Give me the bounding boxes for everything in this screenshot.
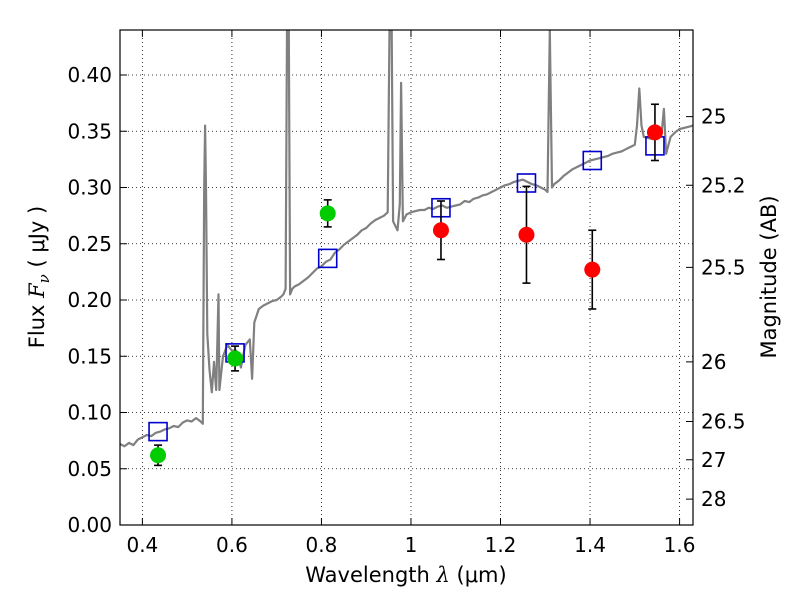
y2-tick-label: 26	[701, 350, 726, 374]
y2-tick-label: 25.5	[701, 255, 746, 279]
grid	[120, 30, 693, 526]
observed-flux-point	[584, 261, 601, 278]
plot-frame	[119, 29, 694, 526]
y2-tick-label: 28	[701, 487, 726, 511]
y-tick-label: 0.00	[67, 513, 112, 537]
model-photometry-marker	[148, 421, 168, 442]
x-tick-label: 1.6	[664, 533, 696, 557]
observed-flux-point	[227, 350, 244, 367]
y-tick-label: 0.05	[67, 457, 112, 481]
y2-tick-label: 25.2	[701, 173, 746, 197]
model-photometry-marker	[317, 248, 338, 269]
x-tick-label: 0.4	[126, 533, 158, 557]
y-tick-label: 0.30	[67, 176, 112, 200]
y-tick-label: 0.10	[67, 401, 112, 425]
x-tick-label: 1	[405, 533, 418, 557]
observed-flux-point	[319, 205, 336, 222]
axis-ticks: 0.4 0.6 0.8 1 1.2 1.4 1.6 0.00 0.05 0.10 0.15 0.20 0…	[67, 30, 746, 557]
observed-flux-point	[432, 222, 449, 239]
observed-flux-point	[150, 447, 167, 464]
y2-tick-label: 26.5	[701, 410, 746, 434]
y-axis-label: Flux Fν ( μJy )	[25, 206, 53, 348]
x-tick-label: 1.2	[485, 533, 517, 557]
x-axis-label: Wavelength λ (μm)	[305, 563, 506, 587]
x-tick-label: 0.8	[306, 533, 338, 557]
y-tick-label: 0.25	[67, 232, 112, 256]
y2-tick-label: 25	[701, 105, 726, 129]
y2-tick-label: 27	[701, 448, 726, 472]
errorbar-layer	[150, 103, 663, 467]
observed-flux-point	[646, 124, 663, 141]
plot-background	[120, 30, 693, 525]
y-tick-label: 0.35	[67, 119, 112, 143]
y-tick-label: 0.15	[67, 344, 112, 368]
y2-axis-label: Magnitude (AB)	[757, 195, 781, 358]
x-tick-label: 1.4	[574, 533, 606, 557]
model-photometry-marker	[582, 150, 603, 171]
model-spectrum-line	[120, 30, 693, 448]
observed-flux-point	[518, 226, 535, 243]
y-tick-label: 0.40	[67, 63, 112, 87]
x-tick-label: 0.6	[216, 533, 248, 557]
y-tick-label: 0.20	[67, 288, 112, 312]
